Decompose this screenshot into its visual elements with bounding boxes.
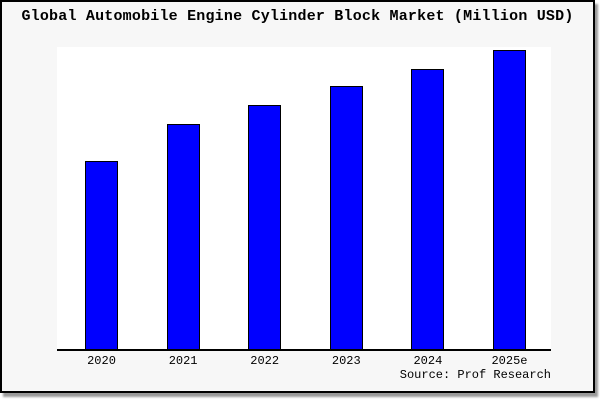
source-credit: Source: Prof Research bbox=[399, 368, 551, 382]
x-tick-label-2022: 2022 bbox=[250, 354, 280, 368]
bar-2023 bbox=[329, 86, 363, 349]
bar-2022 bbox=[248, 105, 282, 349]
bar-2020 bbox=[85, 161, 118, 349]
x-tick-label-2024: 2024 bbox=[413, 354, 443, 368]
x-axis-tick-labels: 2020 2021 2022 2023 2024 2025e bbox=[57, 354, 551, 370]
chart-frame: Global Automobile Engine Cylinder Block … bbox=[0, 0, 595, 393]
x-tick-label-2021: 2021 bbox=[168, 354, 198, 368]
plot-area bbox=[57, 47, 551, 351]
x-tick-label-2020: 2020 bbox=[87, 354, 116, 368]
x-tick-label-2025e: 2025e bbox=[491, 354, 528, 368]
bar-2021 bbox=[166, 124, 200, 349]
x-tick-label-2023: 2023 bbox=[331, 354, 361, 368]
bar-2025e bbox=[493, 50, 526, 349]
bar-2024 bbox=[411, 69, 445, 349]
chart-title: Global Automobile Engine Cylinder Block … bbox=[21, 8, 574, 25]
